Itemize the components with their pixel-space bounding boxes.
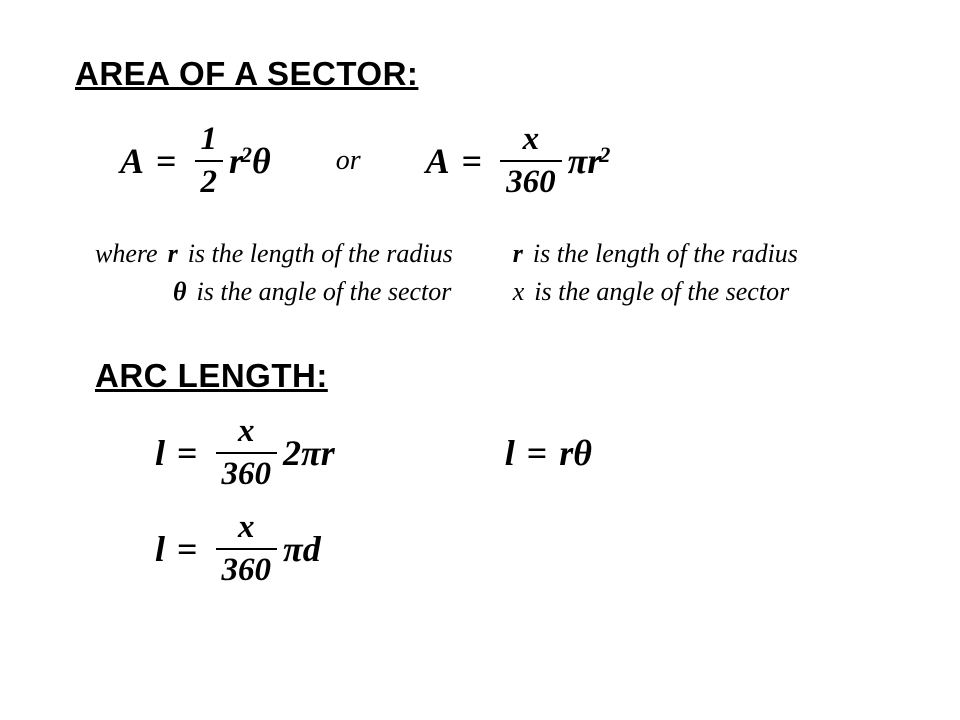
- var-theta: θ: [173, 277, 187, 307]
- denominator: 2: [195, 160, 224, 199]
- var-A: A: [426, 143, 450, 179]
- heading-arc-length: ARC LENGTH:: [95, 357, 900, 395]
- var-l: l: [155, 435, 165, 471]
- pi: π: [301, 435, 321, 471]
- arc-formula-1: l = x 360 2 π r: [155, 415, 335, 491]
- pi: π: [283, 531, 303, 567]
- legend-line: where r is the length of the radius: [95, 239, 453, 269]
- fraction-x-360: x 360: [500, 123, 562, 199]
- equals: =: [156, 143, 177, 179]
- equals: =: [527, 435, 548, 471]
- area-formula-1: A = 1 2 r 2 θ: [120, 123, 271, 199]
- area-legends: where r is the length of the radius θ is…: [95, 239, 900, 307]
- area-formula-2: A = x 360 π r 2: [426, 123, 611, 199]
- legend-text: is the length of the radius: [533, 239, 798, 269]
- denominator: 360: [216, 548, 278, 587]
- legend-right: r is the length of the radius x is the a…: [513, 239, 798, 307]
- numerator: x: [232, 511, 261, 548]
- legend-text: is the length of the radius: [188, 239, 453, 269]
- var-r: r: [321, 435, 335, 471]
- where-label: where: [95, 239, 158, 269]
- arc-formulas-left: l = x 360 2 π r l = x 360 π d: [155, 415, 335, 587]
- var-r: r: [168, 239, 178, 269]
- area-formula-row: A = 1 2 r 2 θ or A = x 360 π r 2: [120, 123, 900, 199]
- var-A: A: [120, 143, 144, 179]
- denominator: 360: [500, 160, 562, 199]
- coef-2: 2: [283, 435, 301, 471]
- or-separator: or: [336, 145, 361, 177]
- legend-line: r is the length of the radius: [513, 239, 798, 269]
- var-x: x: [513, 277, 525, 307]
- arc-formula-right: l = r θ: [505, 415, 592, 471]
- pi: π: [568, 143, 588, 179]
- page: AREA OF A SECTOR: A = 1 2 r 2 θ or A = x…: [0, 0, 960, 720]
- fraction-half: 1 2: [195, 123, 224, 199]
- var-r: r: [559, 435, 573, 471]
- legend-text: is the angle of the sector: [197, 277, 452, 307]
- equals: =: [177, 435, 198, 471]
- var-l: l: [155, 531, 165, 567]
- var-r: r: [513, 239, 523, 269]
- heading-area-of-sector: AREA OF A SECTOR:: [75, 55, 900, 93]
- arc-formula-2: l = x 360 π d: [155, 511, 335, 587]
- legend-left: where r is the length of the radius θ is…: [95, 239, 453, 307]
- numerator: x: [232, 415, 261, 452]
- legend-line: x is the angle of the sector: [513, 277, 798, 307]
- arc-formula-3: l = r θ: [505, 435, 592, 471]
- exponent-2: 2: [599, 144, 610, 166]
- var-d: d: [303, 531, 321, 567]
- exponent-2: 2: [241, 144, 252, 166]
- numerator: x: [517, 123, 546, 160]
- equals: =: [177, 531, 198, 567]
- fraction-x-360: x 360: [216, 415, 278, 491]
- var-l: l: [505, 435, 515, 471]
- legend-text: is the angle of the sector: [534, 277, 789, 307]
- arc-formula-area: l = x 360 2 π r l = x 360 π d: [155, 415, 900, 587]
- var-theta: θ: [573, 435, 592, 471]
- denominator: 360: [216, 452, 278, 491]
- fraction-x-360: x 360: [216, 511, 278, 587]
- legend-line: θ is the angle of the sector: [173, 277, 453, 307]
- numerator: 1: [195, 123, 224, 160]
- equals: =: [462, 143, 483, 179]
- var-theta: θ: [252, 143, 271, 179]
